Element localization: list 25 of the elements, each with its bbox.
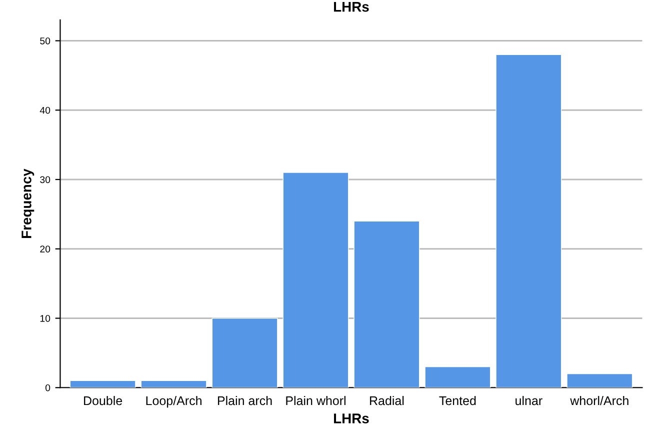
bar: [424, 366, 491, 388]
y-tick-label: 0: [45, 384, 50, 392]
y-tick-label: 30: [40, 176, 50, 184]
y-tick-label: 40: [40, 106, 50, 114]
x-tick-label: Loop/Arch: [146, 396, 202, 408]
x-tick-label: Plain whorl: [286, 396, 346, 406]
bar: [140, 380, 207, 388]
y-tick-label: 50: [40, 37, 50, 44]
y-tick-label: 20: [40, 246, 50, 252]
bar: [212, 318, 278, 388]
bar: [70, 380, 136, 388]
bar: [566, 373, 633, 388]
y-tick-label: 10: [40, 314, 50, 322]
bar: [282, 172, 349, 388]
y-axis-title: Frequency: [22, 168, 34, 238]
x-tick-label: ulnar: [516, 396, 542, 406]
x-tick-label: Tented: [439, 396, 476, 406]
bar: [354, 220, 420, 388]
x-tick-label: whorl/Arch: [570, 396, 628, 406]
x-tick-label: Plain arch: [218, 396, 272, 406]
bar: [496, 54, 562, 388]
x-tick-label: Radial: [370, 396, 404, 406]
chart-title: LHRs: [334, 2, 369, 12]
x-tick-label: Double: [84, 396, 122, 406]
x-axis-title: LHRs: [334, 414, 369, 424]
